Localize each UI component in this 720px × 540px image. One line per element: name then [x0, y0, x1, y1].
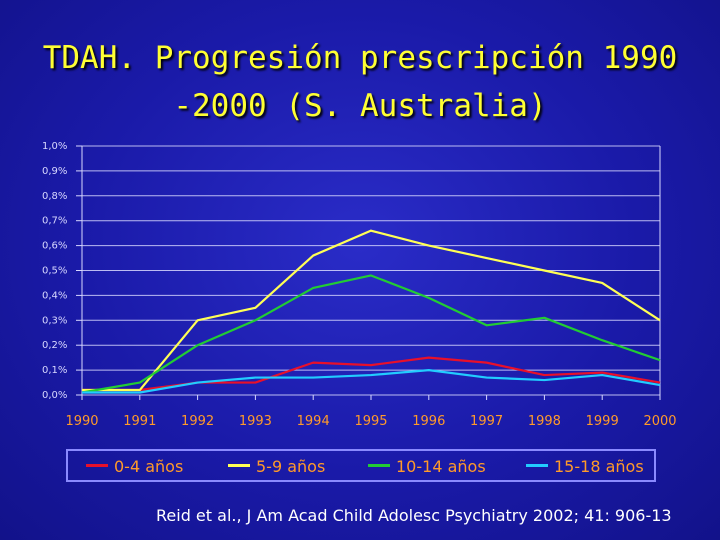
title-line-1: TDAH. Progresión prescripción 1990: [42, 40, 678, 76]
legend-swatch: [368, 464, 390, 467]
series-line: [82, 229, 661, 392]
y-tick-label: 0,6%: [42, 241, 67, 252]
y-tick-label: 0,8%: [42, 191, 67, 202]
x-tick-label: 1997: [470, 414, 503, 429]
series-line: [81, 274, 661, 394]
legend-swatch: [526, 464, 548, 467]
x-tick-label: 1990: [65, 414, 98, 429]
x-tick-label: 1999: [586, 414, 619, 429]
x-tick-label: 1991: [123, 414, 156, 429]
source-citation: Reid et al., J Am Acad Child Adolesc Psy…: [156, 506, 672, 525]
x-tick-label: 1998: [528, 414, 561, 429]
y-tick-label: 0,5%: [42, 266, 67, 277]
y-tick-label: 0,1%: [42, 365, 67, 376]
x-tick-label: 1994: [297, 414, 330, 429]
chart-title: TDAH. Progresión prescripción 1990 -2000…: [0, 34, 720, 130]
legend-label: 10-14 años: [396, 457, 486, 476]
y-tick-label: 0,3%: [42, 315, 67, 326]
y-tick-label: 0,4%: [42, 290, 67, 301]
legend-item: 15-18 años: [526, 457, 644, 476]
x-tick-label: 1996: [412, 414, 445, 429]
legend-item: 5-9 años: [228, 457, 325, 476]
legend-item: 10-14 años: [368, 457, 486, 476]
y-tick-label: 0,2%: [42, 340, 67, 351]
series-line: [82, 356, 661, 392]
chart-legend: 0-4 años 5-9 años 10-14 años 15-18 años: [66, 449, 656, 482]
x-tick-label: 2000: [643, 414, 676, 429]
legend-label: 15-18 años: [554, 457, 644, 476]
legend-label: 0-4 años: [114, 457, 184, 476]
x-tick-label: 1995: [354, 414, 387, 429]
x-tick-label: 1993: [239, 414, 272, 429]
y-tick-label: 0,7%: [42, 216, 67, 227]
legend-swatch: [86, 464, 108, 467]
y-tick-label: 1,0%: [42, 141, 67, 152]
title-line-2: -2000 (S. Australia): [173, 88, 547, 124]
legend-item: 0-4 años: [86, 457, 183, 476]
series-line: [82, 369, 661, 394]
x-tick-label: 1992: [181, 414, 214, 429]
y-tick-label: 0,9%: [42, 166, 67, 177]
legend-label: 5-9 años: [256, 457, 326, 476]
y-tick-label: 0,0%: [42, 390, 67, 401]
legend-swatch: [228, 464, 250, 467]
